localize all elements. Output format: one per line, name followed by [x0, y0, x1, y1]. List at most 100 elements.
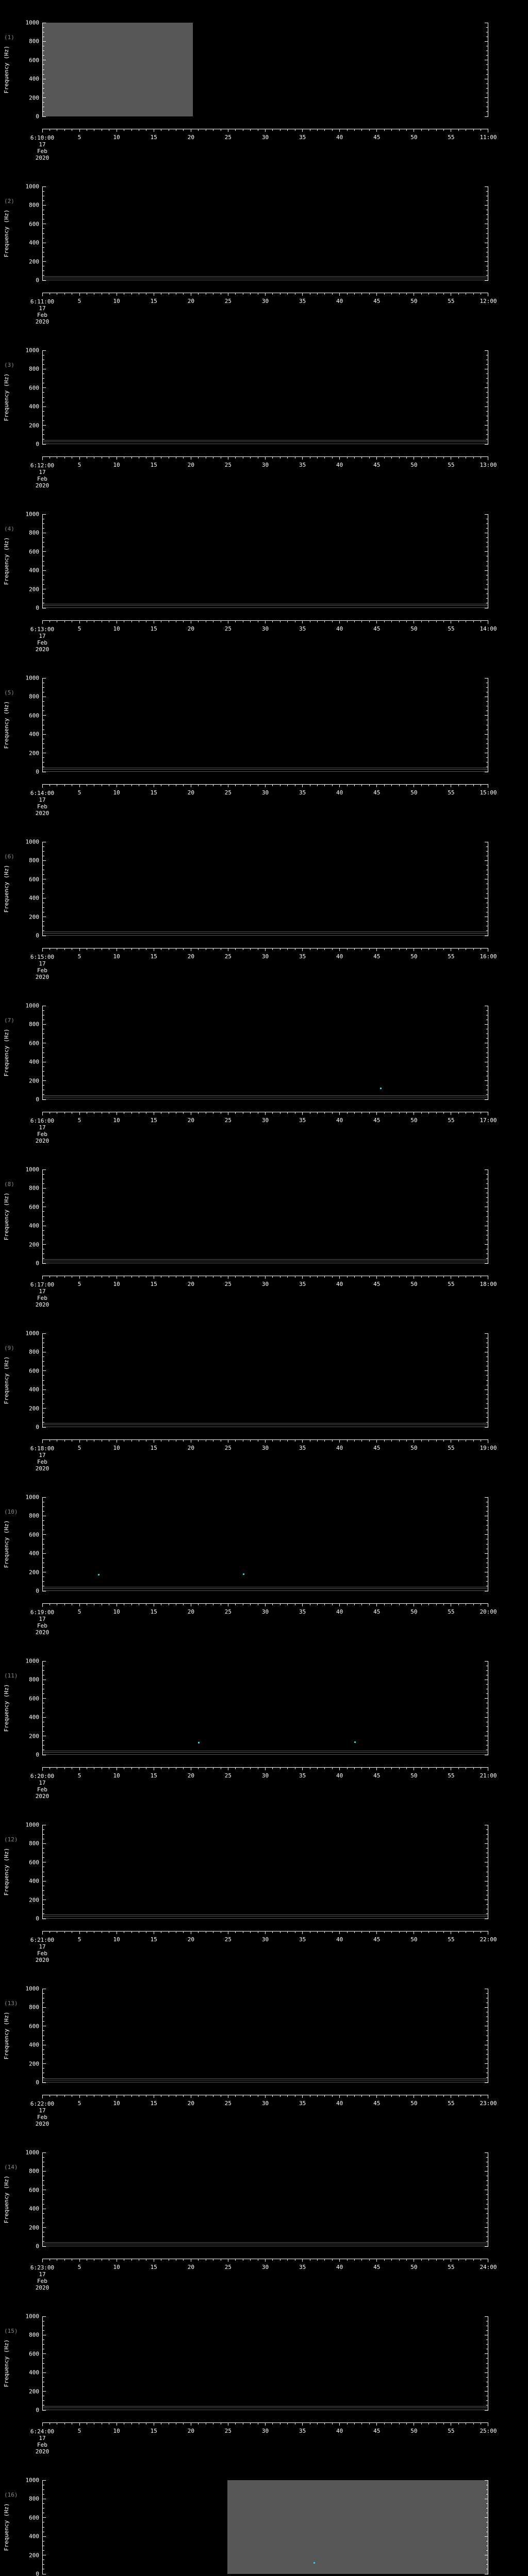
- x-axis[interactable]: 6:15:00 17 Feb 2020 5 10 15 20 25 30 35 40 45 50 55 16:…: [30, 948, 497, 980]
- y-axis-minor-tick: [42, 1506, 44, 1507]
- x-axis-date-day: 17: [39, 633, 46, 639]
- x-axis-minor-tick: [458, 2095, 459, 2097]
- x-axis[interactable]: 6:19:00 17 Feb 2020 5 10 15 20 25 30 35 40 45 50 55 20:…: [30, 1603, 497, 1636]
- x-axis-major-tick: [265, 1931, 266, 1934]
- x-axis[interactable]: 6:23:00 17 Feb 2020 5 10 15 20 25 30 35 40 45 50 55 24:…: [30, 2259, 497, 2291]
- x-axis[interactable]: 6:11:00 17 Feb 2020 5 10 15 20 25 30 35 40 45 50 55 12:…: [30, 293, 497, 325]
- plot-area[interactable]: 0 200 400 600 800 1000 Frequency (Hz): [3, 20, 488, 120]
- y-axis-minor-tick-right: [486, 1230, 488, 1231]
- x-axis-minor-tick: [250, 2095, 251, 2097]
- x-axis[interactable]: 6:16:00 17 Feb 2020 5 10 15 20 25 30 35 40 45 50 55 17:…: [30, 1112, 497, 1144]
- low-frequency-band-line: [43, 1259, 488, 1260]
- x-axis[interactable]: 6:14:00 17 Feb 2020 5 10 15 20 25 30 35 40 45 50 55 15:…: [30, 784, 497, 817]
- plot-area[interactable]: 0 200 400 600 800 1000 Frequency (Hz): [3, 184, 488, 283]
- y-axis-minor-tick-right: [486, 270, 488, 272]
- y-axis-tick-label: 800: [29, 1184, 39, 1192]
- spectrogram-panel[interactable]: (11) 0 200 400 600 800 1000 Frequency (Hz) 6:20:…: [0, 1638, 528, 1802]
- spectrogram-panel[interactable]: (3) 0 200 400 600 800 1000 Frequency (Hz) 6:12:0…: [0, 328, 528, 492]
- spectrogram-panel[interactable]: (6) 0 200 400 600 800 1000 Frequency (Hz) 6:15:0…: [0, 819, 528, 983]
- x-axis-major-tick: [265, 1439, 266, 1443]
- x-axis-tick-label: 40: [336, 1936, 343, 1943]
- detection-marker[interactable]: [97, 1573, 100, 1575]
- x-axis-minor-tick: [324, 293, 325, 295]
- spectrogram-panel[interactable]: (7) 0 200 400 600 800 1000 Frequency (Hz) 6:16:0…: [0, 983, 528, 1147]
- detection-marker[interactable]: [313, 2562, 315, 2564]
- x-axis-minor-tick: [399, 2095, 400, 2097]
- plot-area[interactable]: 0 200 400 600 800 1000 Frequency (Hz): [3, 1986, 488, 2086]
- spectrogram-panel[interactable]: (4) 0 200 400 600 800 1000 Frequency (Hz) 6:13:0…: [0, 492, 528, 655]
- plot-area[interactable]: 0 200 400 600 800 1000 Frequency (Hz): [3, 2314, 488, 2413]
- y-axis-major-tick-right: [485, 860, 488, 861]
- y-axis-tick-label: 0: [36, 1260, 39, 1267]
- plot-area[interactable]: 0 200 400 600 800 1000 Frequency (Hz): [3, 675, 488, 775]
- spectrogram-panel[interactable]: (13) 0 200 400 600 800 1000 Frequency (Hz) 6:22:…: [0, 1966, 528, 2130]
- plot-area[interactable]: 0 200 400 600 800 1000 Frequency (Hz): [3, 348, 488, 447]
- plot-area[interactable]: 0 200 400 600 800 1000 Frequency (Hz): [3, 2478, 488, 2576]
- x-axis-minor-tick: [250, 293, 251, 295]
- detection-marker[interactable]: [198, 1741, 200, 1743]
- low-frequency-band-line: [43, 771, 488, 772]
- x-axis[interactable]: 6:12:00 17 Feb 2020 5 10 15 20 25 30 35 40 45 50 55 13:…: [30, 456, 497, 489]
- y-axis-minor-tick: [42, 233, 44, 234]
- x-axis-date-day: 17: [39, 1616, 46, 1622]
- y-axis-major-tick-right: [485, 1389, 488, 1390]
- plot-area[interactable]: 0 200 400 600 800 1000 Frequency (Hz): [3, 839, 488, 939]
- spectrogram-panel[interactable]: (9) 0 200 400 600 800 1000 Frequency (Hz) 6:18:0…: [0, 1311, 528, 1475]
- x-axis-minor-tick: [428, 293, 430, 295]
- x-axis[interactable]: 6:20:00 17 Feb 2020 5 10 15 20 25 30 35 40 45 50 55 21:…: [30, 1767, 497, 1800]
- y-axis-tick-label: 1000: [25, 1494, 40, 1501]
- y-axis-minor-tick: [42, 584, 44, 585]
- y-axis-minor-tick-right: [486, 88, 488, 89]
- detection-marker[interactable]: [380, 1087, 382, 1089]
- y-axis-minor-tick: [42, 1684, 44, 1685]
- x-axis-major-tick: [302, 1276, 303, 1279]
- x-axis[interactable]: 6:18:00 17 Feb 2020 5 10 15 20 25 30 35 40 45 50 55 19:…: [30, 1439, 497, 1472]
- spectrogram-panel[interactable]: (14) 0 200 400 600 800 1000 Frequency (Hz) 6:23:…: [0, 2130, 528, 2294]
- y-axis-title: Frequency (Hz): [3, 2011, 10, 2060]
- x-axis[interactable]: 6:21:00 17 Feb 2020 5 10 15 20 25 30 35 40 45 50 55 22:…: [30, 1931, 497, 1963]
- spectrogram-panel[interactable]: (1) 0 200 400 600 800 1000 Frequency (Hz) 6:10:0…: [0, 0, 528, 164]
- spectrogram-panel[interactable]: (15) 0 200 400 600 800 1000 Frequency (Hz) 6:24:…: [0, 2294, 528, 2458]
- detection-marker[interactable]: [242, 1573, 244, 1575]
- x-axis[interactable]: 6:22:00 17 Feb 2020 5 10 15 20 25 30 35 40 45 50 55 23:…: [30, 2095, 497, 2127]
- y-axis-minor-tick-right: [486, 2508, 488, 2509]
- y-axis-minor-tick-right: [486, 1693, 488, 1694]
- x-axis[interactable]: 6:10:00 17 Feb 2020 5 10 15 20 25 30 35 40 45 50 55 11:…: [30, 129, 497, 161]
- x-axis[interactable]: 6:24:00 17 Feb 2020 5 10 15 20 25 30 35 40 45 50 55 25:…: [30, 2422, 497, 2455]
- x-axis-major-tick: [339, 2259, 340, 2262]
- y-axis-minor-tick-right: [486, 1066, 488, 1067]
- plot-area[interactable]: 0 200 400 600 800 1000 Frequency (Hz): [3, 1331, 488, 1430]
- plot-area[interactable]: 0 200 400 600 800 1000 Frequency (Hz): [3, 1495, 488, 1594]
- y-axis-major-tick-right: [485, 2410, 488, 2411]
- x-axis-minor-tick: [361, 1276, 362, 1278]
- plot-area[interactable]: 0 200 400 600 800 1000 Frequency (Hz): [3, 1658, 488, 1758]
- x-axis[interactable]: 6:13:00 17 Feb 2020 5 10 15 20 25 30 35 40 45 50 55 14:…: [30, 620, 497, 653]
- y-axis-tick-label: 1000: [25, 1166, 40, 1173]
- detection-marker[interactable]: [354, 1741, 356, 1743]
- plot-area[interactable]: 0 200 400 600 800 1000 Frequency (Hz): [3, 1822, 488, 1922]
- plot-area[interactable]: 0 200 400 600 800 1000 Frequency (Hz): [3, 1003, 488, 1103]
- spectrogram-panel[interactable]: (2) 0 200 400 600 800 1000 Frequency (Hz) 6:11:0…: [0, 164, 528, 328]
- y-axis-tick-label: 800: [29, 857, 39, 864]
- y-axis-minor-tick-right: [486, 2489, 488, 2490]
- y-axis-tick-label: 400: [29, 239, 39, 246]
- plot-area[interactable]: 0 200 400 600 800 1000 Frequency (Hz): [3, 1167, 488, 1266]
- spectrogram-panel[interactable]: (5) 0 200 400 600 800 1000 Frequency (Hz) 6:14:0…: [0, 655, 528, 819]
- y-axis-minor-tick: [42, 921, 44, 922]
- plot-axis-frame: [42, 2480, 488, 2574]
- y-axis-minor-tick-right: [486, 2241, 488, 2242]
- plot-area[interactable]: 0 200 400 600 800 1000 Frequency (Hz): [3, 512, 488, 611]
- x-axis-tick-label: 20: [187, 625, 194, 632]
- panel-index-label: (11): [4, 1672, 18, 1679]
- spectrogram-panel[interactable]: (12) 0 200 400 600 800 1000 Frequency (Hz) 6:21:…: [0, 1802, 528, 1966]
- x-axis-minor-tick: [287, 784, 288, 786]
- spectrogram-panel[interactable]: (8) 0 200 400 600 800 1000 Frequency (Hz) 6:17:0…: [0, 1147, 528, 1311]
- plot-area[interactable]: 0 200 400 600 800 1000 Frequency (Hz): [3, 2150, 488, 2249]
- x-axis-tick-label: 45: [373, 1936, 381, 1943]
- x-axis-date-year: 2020: [35, 1793, 50, 1800]
- spectrogram-panel[interactable]: (10) 0 200 400 600 800 1000 Frequency (Hz) 6:19:…: [0, 1475, 528, 1638]
- x-axis[interactable]: 6:17:00 17 Feb 2020 5 10 15 20 25 30 35 40 45 50 55 18:…: [30, 1276, 497, 1308]
- y-axis-tick-label: 600: [29, 1695, 39, 1702]
- y-axis-minor-tick-right: [486, 2494, 488, 2495]
